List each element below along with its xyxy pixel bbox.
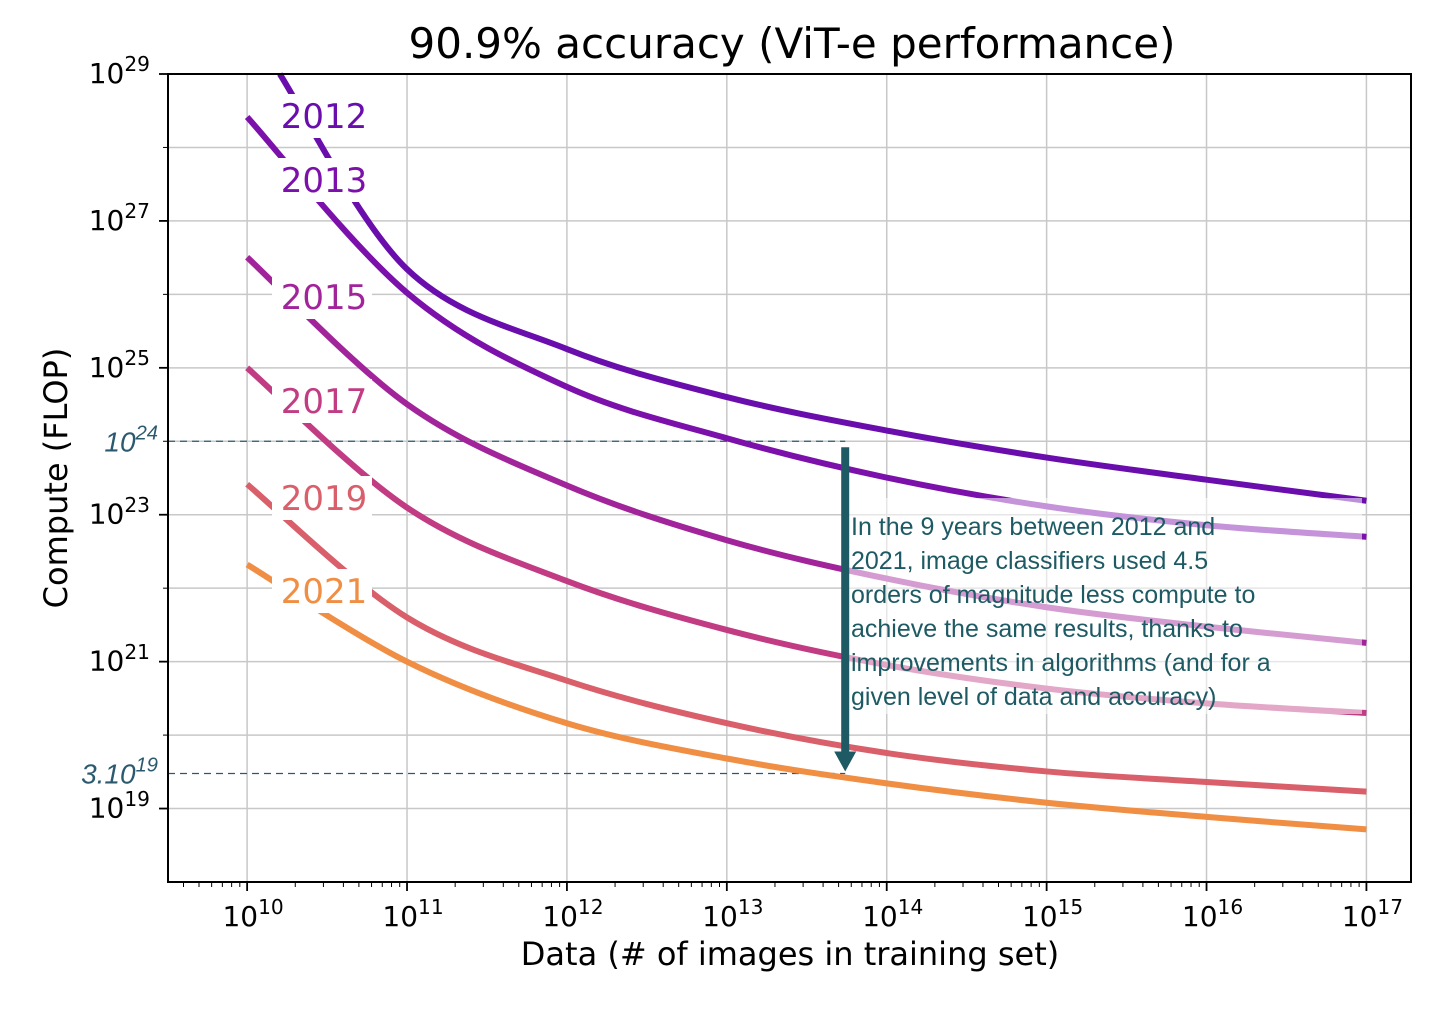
series-label-bg-2012: [272, 94, 372, 138]
y-tick-label-25-exponent: 25: [124, 346, 150, 370]
x-tick-label-14-exponent: 14: [898, 895, 924, 919]
series-label-bg-2019: [272, 476, 372, 520]
series-label-2021: 2021: [281, 572, 368, 612]
reference-label-0: 1024: [104, 423, 158, 458]
text-layer: In the 9 years between 2012 and 2021, ima…: [37, 19, 1403, 973]
x-tick-label-14: 1014: [862, 895, 923, 933]
y-tick-label-27: 1027: [89, 199, 150, 237]
reduction-arrow-head: [834, 751, 857, 772]
axes-layer: [159, 73, 1412, 891]
x-tick-label-16: 1016: [1182, 895, 1243, 933]
y-tick-label-23-exponent: 23: [124, 493, 150, 517]
y-tick-label-27-exponent: 27: [124, 199, 150, 223]
x-tick-label-12: 1012: [542, 895, 603, 933]
series-layer: [244, 72, 1367, 833]
x-tick-label-15: 1015: [1022, 895, 1083, 933]
y-tick-label-25-base: 10: [89, 351, 125, 384]
y-tick-label-19: 1019: [89, 787, 150, 825]
y-tick-label-29-base: 10: [89, 57, 125, 90]
x-tick-label-11-exponent: 11: [418, 895, 444, 919]
x-tick-label-17-exponent: 17: [1377, 895, 1403, 919]
arrow-layer: [834, 447, 857, 772]
annotation-line-2: orders of magnitude less compute to: [851, 581, 1255, 609]
reference-label-1: 3.1019: [81, 755, 158, 790]
series-label-2019: 2019: [281, 479, 368, 519]
x-tick-label-17: 1017: [1342, 895, 1403, 933]
series-line-2019: [245, 481, 1367, 795]
x-tick-label-17-base: 10: [1342, 900, 1378, 933]
x-tick-label-11-base: 10: [382, 900, 418, 933]
x-tick-label-15-exponent: 15: [1058, 895, 1084, 919]
y-tick-label-27-base: 10: [89, 204, 125, 237]
y-tick-label-19-base: 10: [89, 792, 125, 825]
x-tick-label-16-exponent: 16: [1218, 895, 1244, 919]
reference-label-1-base: 3.10: [81, 758, 136, 789]
x-tick-label-15-base: 10: [1022, 900, 1058, 933]
annotation-line-3: achieve the same results, thanks to: [851, 615, 1243, 643]
annotation-line-4: improvements in algorithms (and for a: [851, 649, 1271, 677]
x-tick-label-10-exponent: 10: [258, 895, 284, 919]
x-tick-label-13: 1013: [702, 895, 763, 933]
y-tick-label-21: 1021: [89, 640, 150, 678]
y-tick-label-21-base: 10: [89, 645, 125, 678]
x-tick-label-11: 1011: [382, 895, 443, 933]
series-line-2021: [245, 561, 1367, 833]
y-tick-label-21-exponent: 21: [124, 640, 150, 664]
annotation-text: In the 9 years between 2012 and 2021, ima…: [851, 513, 1271, 711]
y-tick-label-23-base: 10: [89, 498, 125, 531]
x-tick-label-13-exponent: 13: [738, 895, 764, 919]
series-label-bg-2013: [272, 158, 372, 202]
reference-label-0-base: 10: [104, 426, 136, 457]
series-label-bg-2021: [272, 569, 372, 613]
y-tick-label-29: 1029: [89, 52, 150, 90]
plot-frame: [167, 73, 1412, 883]
x-tick-label-10-base: 10: [222, 900, 258, 933]
series-label-2012: 2012: [281, 97, 368, 137]
y-tick-label-29-exponent: 29: [124, 52, 150, 76]
annotation-line-0: In the 9 years between 2012 and: [851, 513, 1215, 541]
x-axis-label: Data (# of images in training set): [521, 935, 1059, 973]
annotation-line-5: given level of data and accuracy): [851, 683, 1217, 711]
series-label-bg-2015: [272, 275, 372, 319]
reference-label-0-exponent: 24: [135, 423, 158, 445]
x-tick-label-12-base: 10: [542, 900, 578, 933]
x-tick-label-16-base: 10: [1182, 900, 1218, 933]
annotation-fade-box: [842, 498, 1362, 714]
series-label-2013: 2013: [281, 161, 368, 201]
series-label-2015: 2015: [281, 278, 368, 318]
chart-title: 90.9% accuracy (ViT-e performance): [409, 19, 1176, 68]
x-tick-label-10: 1010: [222, 895, 283, 933]
x-tick-label-14-base: 10: [862, 900, 898, 933]
series-line-2013: [244, 114, 1367, 540]
y-axis-label: Compute (FLOP): [37, 348, 75, 609]
series-line-2012: [277, 72, 1367, 504]
x-tick-label-12-exponent: 12: [578, 895, 604, 919]
reference-label-1-exponent: 19: [136, 755, 158, 777]
y-tick-label-23: 1023: [89, 493, 150, 531]
series-label-2017: 2017: [281, 382, 368, 422]
annotation-line-1: 2021, image classifiers used 4.5: [851, 547, 1208, 575]
y-tick-label-25: 1025: [89, 346, 150, 384]
x-tick-label-13-base: 10: [702, 900, 738, 933]
series-label-bg-2017: [272, 379, 372, 423]
y-tick-label-19-exponent: 19: [124, 787, 150, 811]
series-labels-layer: 2012 2013 2015 2017 2019 2021: [272, 94, 372, 613]
